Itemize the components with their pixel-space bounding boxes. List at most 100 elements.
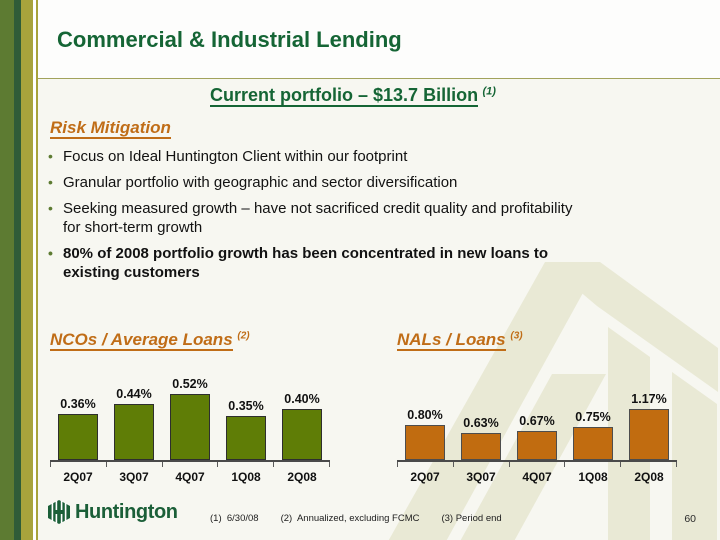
page-title: Commercial & Industrial Lending: [57, 27, 402, 52]
bar-value-label: 0.52%: [172, 377, 208, 391]
x-axis-label: 1Q08: [231, 470, 261, 484]
bullet-item: • Focus on Ideal Huntington Client within…: [48, 147, 688, 166]
footnote: (1) 6/30/08: [210, 513, 259, 524]
bullet-dot-icon: •: [48, 245, 53, 261]
bar-value-label: 0.63%: [463, 416, 499, 430]
page-number: 60: [684, 513, 696, 525]
bar-column: 0.67%: [509, 414, 565, 460]
bar: [573, 427, 613, 460]
bar-column: 0.44%: [106, 387, 162, 460]
bar: [226, 416, 266, 460]
x-axis-line: [397, 460, 677, 462]
axis-tick: [564, 462, 566, 467]
bullet-item: • Seeking measured growth – have not sacr…: [48, 199, 688, 237]
chart-footnote-ref: (3): [510, 330, 523, 342]
bar-value-label: 0.40%: [284, 392, 320, 406]
ncos-average-loans-chart: NCOs / Average Loans (2) 0.36% 0.44% 0.52%…: [50, 330, 332, 484]
huntington-hexagon-icon: [48, 500, 70, 524]
x-axis-label: 2Q07: [410, 470, 440, 484]
bar: [282, 409, 322, 460]
bullet-text: Granular portfolio with geographic and s…: [63, 174, 458, 191]
huntington-wordmark: Huntington: [75, 500, 178, 523]
stripe-dark-green: [14, 0, 21, 540]
title-bar: Commercial & Industrial Lending: [38, 0, 720, 79]
bar: [58, 414, 98, 460]
bar-value-label: 0.75%: [575, 410, 611, 424]
bar-column: 0.35%: [218, 399, 274, 460]
bar-value-label: 0.35%: [228, 399, 264, 413]
chart-title-nals: NALs / Loans (3): [397, 330, 523, 351]
stripe-yellow-olive: [21, 0, 33, 540]
bar-column: 0.75%: [565, 410, 621, 460]
bar: [405, 425, 445, 460]
axis-tick: [397, 462, 398, 467]
x-axis-label: 2Q08: [634, 470, 664, 484]
stripe-thin-olive-line: [36, 0, 38, 540]
bullet-dot-icon: •: [48, 174, 53, 190]
axis-tick: [508, 462, 510, 467]
stripe-white-gap: [33, 0, 36, 540]
footnote: (3) Period end: [441, 513, 502, 524]
bar: [629, 409, 669, 460]
chart-footnote-ref: (2): [237, 330, 250, 342]
x-axis-labels: 2Q07 3Q07 4Q07 1Q08 2Q08: [50, 470, 330, 484]
bar-column: 0.52%: [162, 377, 218, 460]
bar-value-label: 0.67%: [519, 414, 555, 428]
risk-mitigation-heading: Risk Mitigation: [50, 118, 171, 139]
axis-tick: [50, 462, 51, 467]
footnote: (2) Annualized, excluding FCMC: [280, 513, 420, 524]
bar: [114, 404, 154, 460]
axis-tick: [328, 462, 330, 467]
axis-tick: [675, 462, 677, 467]
subtitle-footnote-ref: (1): [482, 85, 496, 98]
axis-tick: [161, 462, 163, 467]
axis-tick: [273, 462, 275, 467]
x-axis-label: 3Q07: [119, 470, 149, 484]
x-axis-label: 2Q08: [287, 470, 317, 484]
left-border-stripes: [0, 0, 40, 540]
x-axis-label: 3Q07: [466, 470, 496, 484]
x-axis-ticks: [397, 462, 677, 467]
bar-plot: 0.80% 0.63% 0.67% 0.75% 1.17%: [397, 368, 677, 460]
huntington-logo: Huntington: [47, 499, 178, 525]
chart-title-ncos: NCOs / Average Loans (2): [50, 330, 250, 351]
bullet-text: Seeking measured growth – have not sacri…: [63, 200, 573, 236]
x-axis-label: 4Q07: [522, 470, 552, 484]
bar-column: 0.40%: [274, 392, 330, 460]
x-axis-label: 2Q07: [63, 470, 93, 484]
bullet-dot-icon: •: [48, 200, 53, 216]
x-axis-labels: 2Q07 3Q07 4Q07 1Q08 2Q08: [397, 470, 677, 484]
bullet-text: Focus on Ideal Huntington Client within …: [63, 148, 408, 165]
bar-column: 0.36%: [50, 397, 106, 460]
bar-plot: 0.36% 0.44% 0.52% 0.35% 0.40%: [50, 368, 330, 460]
bar: [517, 431, 557, 460]
axis-tick: [105, 462, 107, 467]
bar-value-label: 0.80%: [407, 408, 443, 422]
footnotes: (1) 6/30/08 (2) Annualized, excluding FCM…: [210, 513, 524, 524]
bar-column: 0.80%: [397, 408, 453, 460]
bullet-text: 80% of 2008 portfolio growth has been co…: [63, 245, 549, 281]
bullet-item: • Granular portfolio with geographic and …: [48, 173, 688, 192]
bar-value-label: 0.44%: [116, 387, 152, 401]
bar-value-label: 1.17%: [631, 392, 667, 406]
bar-column: 0.63%: [453, 416, 509, 460]
bullet-item: • 80% of 2008 portfolio growth has been c…: [48, 244, 688, 282]
nals-loans-chart: NALs / Loans (3) 0.80% 0.63% 0.67% 0.75% 1.1…: [397, 330, 679, 484]
bullet-dot-icon: •: [48, 148, 53, 164]
bar: [170, 394, 210, 460]
axis-tick: [452, 462, 454, 467]
axis-tick: [620, 462, 622, 467]
x-axis-line: [50, 460, 330, 462]
x-axis-label: 1Q08: [578, 470, 608, 484]
x-axis-label: 4Q07: [175, 470, 205, 484]
axis-tick: [217, 462, 219, 467]
bar-value-label: 0.36%: [60, 397, 96, 411]
x-axis-ticks: [50, 462, 330, 467]
bar: [461, 433, 501, 460]
subtitle-text: Current portfolio – $13.7 Billion: [210, 85, 479, 107]
subtitle-row: Current portfolio – $13.7 Billion (1): [0, 85, 706, 107]
bar-column: 1.17%: [621, 392, 677, 460]
risk-mitigation-bullet-list: • Focus on Ideal Huntington Client within…: [48, 147, 688, 289]
stripe-olive: [0, 0, 14, 540]
